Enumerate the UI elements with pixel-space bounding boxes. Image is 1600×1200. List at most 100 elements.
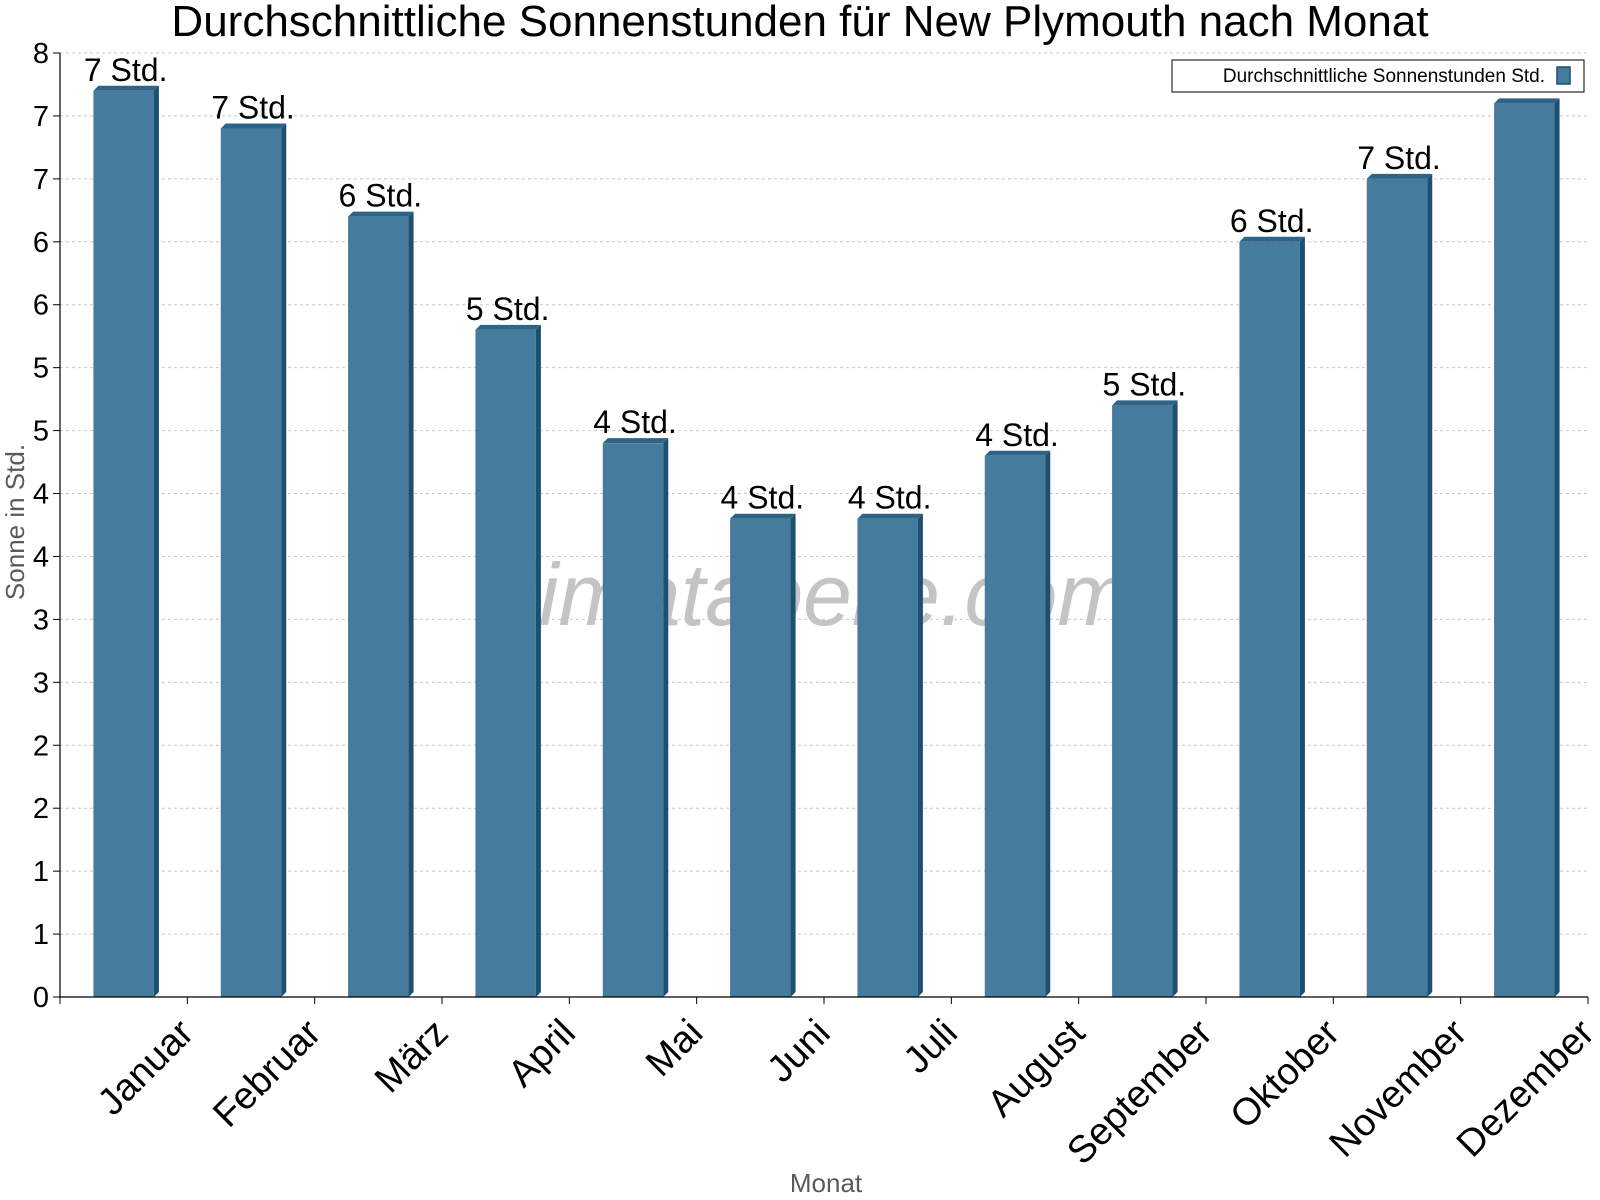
x-tick-label: Juli xyxy=(896,1012,966,1082)
y-tick-label: 7 xyxy=(33,164,49,196)
x-tick-label: Juni xyxy=(760,1012,839,1091)
bar-top xyxy=(730,513,796,519)
bar xyxy=(602,438,669,998)
bar-value-labels: 7 Std. 7 Std. 6 Std. 5 Std. 4 Std. 4 Std. 4 St… xyxy=(84,52,1441,516)
bar-top xyxy=(475,324,541,330)
legend-swatch xyxy=(1556,66,1571,85)
bar-side xyxy=(1299,236,1305,998)
bar xyxy=(1239,236,1305,998)
bar xyxy=(857,513,923,997)
bar-value-label: 4 Std. xyxy=(593,404,677,440)
y-tick-label: 6 xyxy=(33,227,49,259)
grid-lines xyxy=(60,52,1588,935)
y-tick-label: 5 xyxy=(33,353,49,385)
bar-front xyxy=(602,443,664,998)
bar-front xyxy=(730,518,791,997)
bar-top xyxy=(1112,400,1178,406)
y-tick-labels: 0 1 1 2 2 3 3 4 4 5 5 6 6 7 7 8 xyxy=(33,38,49,1014)
x-tick-label: März xyxy=(367,1012,456,1101)
y-tick-label: 0 xyxy=(33,982,49,1014)
bar-front xyxy=(1112,405,1173,998)
bar xyxy=(348,211,414,998)
bar-front xyxy=(857,518,918,997)
bar-side xyxy=(1172,400,1178,998)
bar-value-label: 6 Std. xyxy=(339,178,423,214)
bar-top xyxy=(1494,98,1560,104)
bar-side xyxy=(663,438,669,998)
bar-side xyxy=(1045,450,1051,998)
bar-front xyxy=(348,216,409,998)
x-tick-label: August xyxy=(980,1012,1094,1126)
x-tick-labels: Januar Februar März April Mai Juni Juli AugustS… xyxy=(90,1012,1600,1173)
y-tick-label: 2 xyxy=(33,793,49,825)
x-tick-label: Dezember xyxy=(1449,1012,1600,1166)
bar-front xyxy=(1494,103,1555,997)
bar-front xyxy=(984,455,1046,998)
bar-value-label: 4 Std. xyxy=(848,480,932,516)
bar xyxy=(220,123,287,997)
bar-top xyxy=(857,513,923,519)
chart-title: Durchschnittliche Sonnenstunden für New … xyxy=(171,0,1428,46)
y-tick-label: 5 xyxy=(33,416,49,448)
y-tick-label: 3 xyxy=(33,667,49,699)
bar xyxy=(1112,400,1178,998)
axes xyxy=(53,52,1589,1004)
bar xyxy=(93,85,159,997)
bar xyxy=(1494,98,1560,997)
x-tick-label: Februar xyxy=(205,1012,329,1136)
bar-top xyxy=(220,123,287,129)
bar-value-label: 5 Std. xyxy=(1103,366,1187,402)
y-tick-label: 3 xyxy=(33,604,49,636)
bar-top xyxy=(602,438,669,444)
y-tick-label: 1 xyxy=(33,856,49,888)
legend-label: Durchschnittliche Sonnenstunden Std. xyxy=(1223,66,1545,87)
bar-side xyxy=(535,324,541,997)
bar-side xyxy=(1554,98,1560,997)
bar-top xyxy=(348,211,414,217)
bar-side xyxy=(281,123,287,997)
bar-top xyxy=(1366,173,1433,179)
bar-top xyxy=(1239,236,1305,242)
y-tick-label: 4 xyxy=(33,479,49,511)
x-tick-label: Oktober xyxy=(1223,1012,1349,1138)
bar xyxy=(475,324,541,997)
bar-front xyxy=(93,90,154,997)
y-tick-label: 1 xyxy=(33,919,49,951)
x-tick-label: November xyxy=(1322,1012,1476,1166)
bar-top xyxy=(984,450,1051,456)
y-tick-label: 6 xyxy=(33,290,49,322)
y-tick-label: 8 xyxy=(33,38,49,70)
bar-front xyxy=(1239,241,1300,998)
bar-front xyxy=(475,329,536,997)
y-axis-label: Sonne in Std. xyxy=(0,444,30,600)
y-tick-label: 7 xyxy=(33,101,49,133)
bar-series xyxy=(93,85,1560,998)
bar-value-label: 7 Std. xyxy=(1357,140,1441,176)
bar-value-label: 6 Std. xyxy=(1230,203,1314,239)
bar-side xyxy=(1427,173,1433,997)
bar-value-label: 4 Std. xyxy=(721,480,805,516)
legend: Durchschnittliche Sonnenstunden Std. xyxy=(1171,59,1585,93)
bar-top xyxy=(93,85,159,91)
bar-value-label: 7 Std. xyxy=(211,90,295,126)
y-tick-label: 2 xyxy=(33,730,49,762)
bar-front xyxy=(220,128,282,997)
bar-value-label: 5 Std. xyxy=(466,291,550,327)
bar-front xyxy=(1366,178,1428,997)
bar-value-label: 7 Std. xyxy=(84,52,168,88)
x-tick-label: April xyxy=(500,1012,583,1095)
bar xyxy=(1366,173,1433,997)
bar xyxy=(730,513,796,997)
bar-side xyxy=(153,85,159,997)
bar-side xyxy=(790,513,796,997)
bar xyxy=(984,450,1051,998)
legend-box xyxy=(1171,59,1585,93)
x-tick-label: Mai xyxy=(638,1012,711,1085)
bar-side xyxy=(917,513,923,997)
x-axis-label: Monat xyxy=(790,1168,863,1198)
x-tick-label: Januar xyxy=(90,1012,202,1124)
y-tick-label: 4 xyxy=(33,541,49,573)
bar-value-label: 4 Std. xyxy=(975,417,1059,453)
bar-side xyxy=(408,211,414,998)
